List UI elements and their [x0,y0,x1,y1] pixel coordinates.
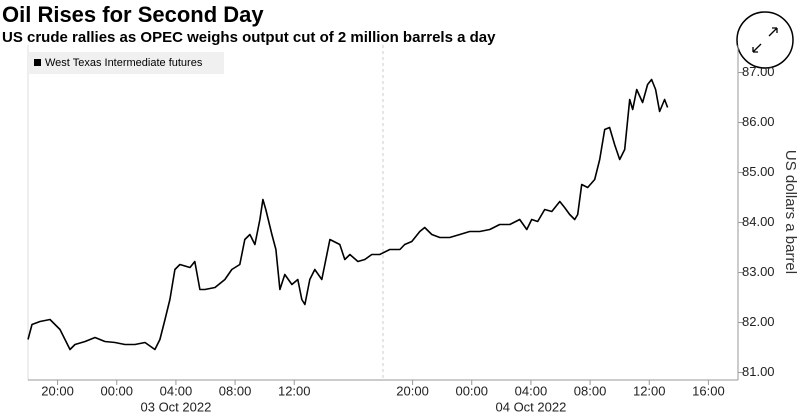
expand-button[interactable] [736,11,794,69]
y-tick-label: 84.00 [742,214,775,229]
x-date-label: 04 Oct 2022 [496,399,567,414]
chart-title: Oil Rises for Second Day [2,2,264,27]
x-tick-label: 16:00 [692,383,725,398]
y-axis-label: US dollars a barrel [782,150,799,274]
legend-box [28,52,224,74]
y-tick-label: 83.00 [742,264,775,279]
chart-subtitle: US crude rallies as OPEC weighs output c… [2,29,496,46]
y-tick-label: 81.00 [742,364,775,379]
y-tick-label: 82.00 [742,314,775,329]
x-tick-label: 04:00 [160,383,193,398]
price-line [27,78,669,351]
x-tick-label: 00:00 [100,383,133,398]
x-tick-label: 12:00 [278,383,311,398]
x-tick-label: 08:00 [219,383,252,398]
x-tick-label: 12:00 [633,383,666,398]
y-tick-label: 87.00 [742,64,775,79]
x-date-label: 03 Oct 2022 [141,399,212,414]
x-tick-label: 20:00 [41,383,74,398]
x-tick-label: 20:00 [396,383,429,398]
legend-swatch [34,59,41,66]
expand-circle[interactable] [736,11,794,69]
y-tick-label: 85.00 [742,164,775,179]
legend-label: West Texas Intermediate futures [45,57,203,69]
x-tick-label: 00:00 [455,383,488,398]
y-tick-label: 86.00 [742,114,775,129]
expand-icon[interactable] [752,27,778,53]
x-tick-label: 08:00 [574,383,607,398]
x-tick-label: 04:00 [515,383,548,398]
